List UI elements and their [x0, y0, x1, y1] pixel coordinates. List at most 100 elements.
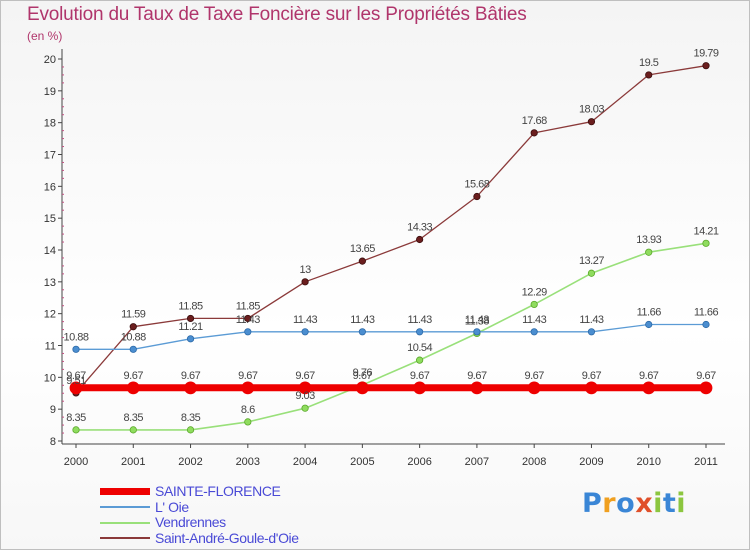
data-label-series-3: 11.85 — [178, 300, 203, 312]
data-point-series-2 — [72, 426, 80, 434]
data-point-series-0 — [355, 381, 369, 395]
data-label-series-3: 19.5 — [639, 57, 659, 69]
legend-swatch-vendrennes — [100, 521, 150, 524]
legend-item-sainte-florence: SAINTE-FLORENCE — [100, 483, 400, 500]
data-point-series-0 — [413, 381, 427, 395]
data-point-series-2 — [702, 239, 710, 247]
series-line-3 — [75, 65, 707, 394]
data-point-series-3 — [416, 235, 424, 244]
y-tick-label: 20 — [44, 54, 56, 66]
data-label-series-0: 9.67 — [410, 370, 430, 382]
data-label-series-3: 18.03 — [579, 104, 604, 116]
chart-title: Evolution du Taux de Taxe Foncière sur l… — [27, 4, 527, 25]
y-tick-label: 15 — [44, 213, 56, 225]
x-tick-label: 2000 — [64, 456, 88, 468]
x-tick-label: 2009 — [579, 456, 603, 468]
data-point-series-1 — [301, 328, 309, 336]
x-tick-label: 2006 — [407, 456, 431, 468]
data-label-series-3: 17.68 — [522, 115, 547, 127]
data-label-series-3: 19.79 — [693, 48, 718, 60]
data-label-series-3: 9.51 — [66, 375, 86, 387]
chart-unit: (en %) — [27, 29, 63, 43]
data-label-series-1: 11.66 — [637, 306, 662, 318]
data-point-series-2 — [301, 404, 309, 412]
data-label-series-1: 11.43 — [350, 314, 375, 326]
data-label-series-2: 8.35 — [66, 412, 86, 424]
data-point-series-0 — [69, 381, 83, 395]
data-label-series-0: 9.67 — [66, 370, 86, 382]
data-point-series-1 — [645, 320, 653, 329]
data-point-series-3 — [301, 278, 309, 286]
data-label-series-2: 8.35 — [124, 412, 144, 424]
data-label-series-2: 9.03 — [295, 390, 315, 402]
data-point-series-1 — [244, 328, 252, 336]
y-tick-label: 19 — [44, 86, 56, 98]
logo-letter: x — [635, 488, 654, 519]
data-label-series-2: 10.54 — [407, 342, 432, 354]
data-point-series-1 — [186, 335, 195, 343]
data-point-series-0 — [126, 381, 140, 395]
proxiti-logo: Proxiti — [582, 488, 686, 519]
data-point-series-3 — [587, 118, 596, 126]
y-tick-label: 18 — [44, 118, 56, 130]
data-label-series-2: 14.21 — [693, 225, 718, 237]
data-label-series-1: 11.21 — [178, 321, 203, 333]
data-point-series-2 — [587, 269, 596, 277]
legend-swatch-saint-andre-goule-d-oie — [100, 537, 150, 540]
data-point-series-2 — [244, 418, 252, 426]
data-point-series-3 — [645, 71, 653, 79]
data-point-series-0 — [699, 381, 713, 395]
x-tick-label: 2007 — [465, 456, 489, 468]
series-line-2 — [76, 242, 707, 431]
legend-item-vendrennes: Vendrennes — [100, 514, 400, 531]
legend-item-saint-andre-goule-d-oie: Saint-André-Goule-d'Oie — [100, 529, 400, 547]
data-point-series-3 — [473, 192, 481, 201]
y-tick-label: 13 — [44, 277, 56, 289]
y-tick-label: 8 — [50, 436, 56, 448]
x-tick-label: 2002 — [178, 456, 202, 468]
logo-letter: t — [662, 488, 677, 519]
logo-letter: o — [616, 488, 636, 519]
legend-swatch-sainte-florence — [100, 488, 150, 496]
data-point-series-0 — [241, 381, 255, 395]
data-point-series-3 — [129, 323, 137, 331]
data-point-series-3 — [702, 62, 710, 70]
data-point-series-0 — [642, 381, 656, 395]
logo-letter: P — [582, 488, 603, 519]
logo-letter: i — [653, 488, 663, 519]
data-label-series-2: 11.38 — [465, 315, 490, 327]
data-label-series-2: 8.6 — [241, 404, 255, 416]
data-label-series-0: 9.67 — [696, 370, 716, 382]
data-label-series-1: 11.43 — [522, 314, 547, 326]
x-tick-label: 2005 — [350, 456, 374, 468]
logo-letter: i — [676, 488, 687, 519]
data-point-series-3 — [358, 257, 366, 265]
data-label-series-0: 9.67 — [181, 370, 201, 382]
y-tick-label: 16 — [44, 181, 56, 193]
x-tick-label: 2010 — [636, 456, 660, 468]
data-point-series-0 — [298, 381, 312, 395]
legend-label-saint-andre-goule-d-oie: Saint-André-Goule-d'Oie — [155, 529, 299, 546]
data-label-series-1: 11.43 — [236, 314, 261, 326]
data-label-series-3: 14.33 — [407, 221, 432, 233]
data-point-series-1 — [129, 345, 137, 353]
legend-item-l-oie: L' Oie — [100, 499, 400, 516]
legend: SAINTE-FLORENCE L' Oie Vendrennes Saint-… — [100, 483, 400, 547]
data-label-series-2: 12.29 — [522, 286, 547, 298]
data-point-series-1 — [702, 320, 710, 329]
data-point-series-2 — [645, 248, 653, 256]
data-point-series-0 — [184, 381, 197, 395]
data-point-series-2 — [129, 426, 137, 434]
data-label-series-2: 13.93 — [636, 234, 661, 246]
data-label-series-2: 9.76 — [353, 367, 373, 379]
series-line-1 — [76, 323, 706, 350]
data-point-series-2 — [530, 300, 538, 309]
data-label-series-0: 9.67 — [582, 370, 602, 382]
logo-letter: r — [602, 488, 617, 519]
data-label-series-1: 10.88 — [121, 331, 146, 343]
data-label-series-2: 8.35 — [181, 412, 201, 424]
y-tick-label: 10 — [44, 372, 56, 384]
data-label-series-3: 15.68 — [464, 179, 489, 191]
data-label-series-2: 13.27 — [579, 255, 604, 267]
